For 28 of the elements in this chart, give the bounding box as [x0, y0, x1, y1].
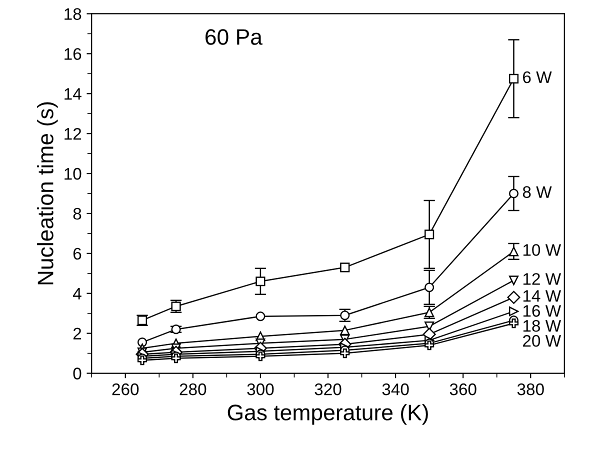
x-tick-label: 380 — [517, 383, 544, 396]
x-tick-label: 260 — [112, 383, 139, 396]
y-tick-label: 0 — [73, 368, 82, 380]
series-label: 20 W — [523, 334, 562, 347]
y-tick-label: 10 — [64, 168, 82, 180]
x-tick-label: 320 — [314, 383, 342, 396]
series-label: 10 W — [523, 244, 562, 256]
x-tick-label: 340 — [382, 383, 409, 396]
series-label: 18 W — [523, 320, 562, 332]
y-tick-label: 8 — [73, 208, 82, 220]
text: 60 Pa — [206, 29, 262, 45]
y-tick-label: 4 — [72, 288, 82, 300]
y-tick-label: 16 — [64, 48, 82, 60]
y-tick-label: 18 — [64, 8, 82, 20]
series-label: 8 W — [522, 186, 552, 198]
series-label: 12 W — [523, 273, 562, 285]
x-tick-label: 300 — [247, 383, 274, 396]
x-tick-label: 360 — [450, 383, 476, 396]
series-label: 16 W — [523, 305, 562, 317]
y-tick-label: 2 — [73, 328, 82, 340]
y-tick-label: 6 — [73, 248, 82, 260]
y-axis-title: Nucleation time (s) — [37, 102, 58, 284]
x-axis-title: Gas temperature (K) — [228, 404, 428, 425]
y-tick-label: 14 — [64, 88, 82, 100]
series-label: 6 W — [523, 71, 552, 84]
y-tick-label: 12 — [64, 128, 82, 140]
series-label: 14 W — [523, 290, 562, 302]
x-tick-label: 280 — [180, 383, 206, 396]
